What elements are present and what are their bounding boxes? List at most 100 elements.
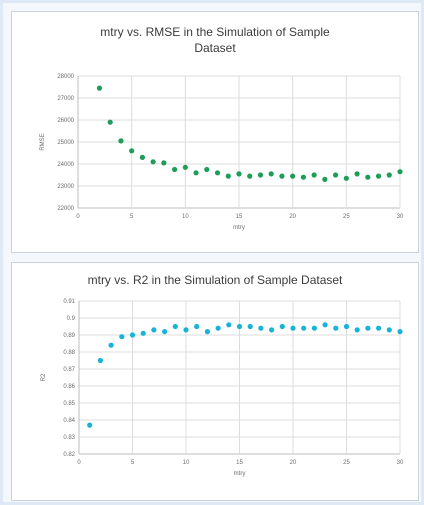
rmse-y-tick-label: 27000 bbox=[57, 96, 74, 102]
rmse-data-point bbox=[268, 171, 274, 177]
r2-x-tick-label: 25 bbox=[343, 460, 350, 466]
r2-data-point bbox=[97, 357, 103, 364]
rmse-x-tick-label: 20 bbox=[289, 214, 296, 220]
r2-data-point bbox=[108, 342, 114, 348]
r2-data-point bbox=[129, 332, 136, 338]
rmse-data-point bbox=[386, 172, 392, 178]
rmse-x-tick-label: 0 bbox=[76, 214, 80, 220]
rmse-data-point bbox=[397, 169, 403, 175]
rmse-x-tick-label: 25 bbox=[343, 214, 350, 220]
rmse-data-point bbox=[225, 173, 231, 179]
rmse-data-point bbox=[375, 173, 382, 179]
r2-y-tick-label: 0.86 bbox=[63, 384, 75, 390]
rmse-x-tick-label: 10 bbox=[182, 214, 189, 220]
r2-data-point bbox=[236, 323, 243, 330]
rmse-data-point bbox=[279, 173, 285, 179]
rmse-y-tick-label: 25000 bbox=[57, 140, 74, 146]
r2-data-point bbox=[204, 329, 210, 335]
r2-chart-title: mtry vs. R2 in the Simulation of Sample … bbox=[87, 273, 343, 287]
rmse-data-point bbox=[300, 174, 306, 180]
rmse-chart-panel: mtry vs. RMSE in the Simulation of Sampl… bbox=[11, 11, 419, 253]
rmse-data-point bbox=[172, 166, 178, 173]
r2-x-tick-label: 20 bbox=[290, 460, 297, 466]
r2-data-point bbox=[343, 323, 350, 330]
rmse-data-point bbox=[193, 170, 199, 176]
r2-data-point bbox=[119, 334, 125, 340]
r2-data-point bbox=[87, 422, 93, 428]
rmse-data-point bbox=[204, 166, 210, 173]
r2-data-point bbox=[365, 325, 371, 331]
r2-data-point bbox=[386, 327, 392, 333]
rmse-y-tick-label: 23000 bbox=[57, 184, 74, 190]
r2-data-point bbox=[290, 325, 296, 331]
r2-data-point bbox=[183, 327, 189, 333]
r2-x-tick-label: 0 bbox=[77, 460, 81, 466]
r2-x-tick-label: 10 bbox=[183, 460, 190, 466]
r2-data-point bbox=[322, 322, 328, 328]
r2-y-tick-label: 0.9 bbox=[67, 316, 76, 322]
rmse-y-tick-label: 22000 bbox=[57, 206, 74, 212]
rmse-chart-svg: 22000 23000 24000 25000 26000 27000 28000 0 5 10 1… bbox=[40, 74, 404, 231]
rmse-y-tick-label: 24000 bbox=[57, 162, 74, 168]
r2-data-point bbox=[333, 325, 339, 331]
rmse-y-tick-label: 26000 bbox=[57, 118, 74, 124]
rmse-data-point bbox=[354, 171, 360, 177]
r2-x-tick-label: 5 bbox=[131, 460, 135, 466]
rmse-data-point bbox=[182, 164, 188, 170]
rmse-data-point bbox=[161, 160, 167, 166]
r2-data-point bbox=[269, 327, 275, 333]
rmse-x-tick-label: 30 bbox=[397, 214, 404, 220]
rmse-data-point bbox=[311, 172, 317, 178]
r2-data-point bbox=[258, 325, 264, 331]
rmse-data-point bbox=[129, 148, 135, 154]
r2-y-tick-label: 0.85 bbox=[63, 401, 75, 407]
rmse-data-point bbox=[290, 173, 296, 179]
rmse-x-tick-label: 5 bbox=[130, 214, 134, 220]
r2-y-tick-label: 0.89 bbox=[63, 333, 75, 339]
rmse-data-point bbox=[139, 154, 145, 160]
r2-data-point bbox=[279, 323, 285, 330]
r2-x-tick-label: 15 bbox=[236, 460, 243, 466]
rmse-y-axis-label: RMSE bbox=[40, 133, 46, 150]
rmse-data-point bbox=[333, 172, 339, 178]
r2-data-point bbox=[311, 325, 317, 331]
rmse-data-point bbox=[257, 172, 264, 178]
r2-data-point bbox=[247, 323, 253, 330]
rmse-chart-title: mtry vs. RMSE in the Simulation of Sampl… bbox=[100, 25, 330, 55]
r2-data-point bbox=[397, 329, 403, 335]
rmse-data-point bbox=[214, 170, 221, 176]
r2-x-axis-label: mtry bbox=[234, 471, 246, 477]
r2-x-tick-label: 30 bbox=[397, 460, 404, 466]
rmse-data-point bbox=[107, 119, 113, 125]
rmse-data-point bbox=[322, 176, 328, 182]
rmse-data-point bbox=[118, 138, 124, 144]
rmse-data-point bbox=[343, 175, 349, 181]
r2-chart-panel: mtry vs. R2 in the Simulation of Sample … bbox=[11, 262, 419, 501]
rmse-x-tick-label: 15 bbox=[236, 214, 243, 220]
r2-data-point bbox=[226, 322, 232, 328]
r2-data-point bbox=[140, 330, 146, 336]
rmse-data-point bbox=[96, 85, 103, 91]
r2-chart-svg: 0.82 0.83 0.84 0.85 0.86 0.87 0.88 0.89 0.9 0.91 0… bbox=[41, 299, 404, 477]
r2-y-tick-label: 0.82 bbox=[63, 452, 75, 458]
r2-data-point bbox=[162, 329, 168, 335]
rmse-x-axis-label: mtry bbox=[233, 225, 245, 231]
r2-data-point bbox=[301, 325, 307, 331]
r2-data-point bbox=[194, 323, 200, 330]
r2-data-point bbox=[354, 327, 360, 333]
r2-y-tick-label: 0.84 bbox=[63, 418, 75, 424]
r2-y-tick-label: 0.87 bbox=[63, 367, 75, 373]
rmse-data-point bbox=[247, 173, 253, 179]
r2-y-tick-label: 0.83 bbox=[63, 435, 75, 441]
rmse-data-point bbox=[236, 171, 242, 177]
r2-y-tick-label: 0.91 bbox=[63, 299, 75, 305]
rmse-y-tick-label: 28000 bbox=[57, 74, 74, 80]
rmse-data-point bbox=[150, 159, 156, 165]
r2-y-tick-label: 0.88 bbox=[63, 350, 75, 356]
r2-data-point bbox=[151, 327, 157, 333]
r2-data-point bbox=[376, 325, 382, 331]
r2-data-point bbox=[215, 325, 221, 331]
r2-data-point bbox=[172, 323, 178, 330]
rmse-data-point bbox=[365, 174, 371, 180]
